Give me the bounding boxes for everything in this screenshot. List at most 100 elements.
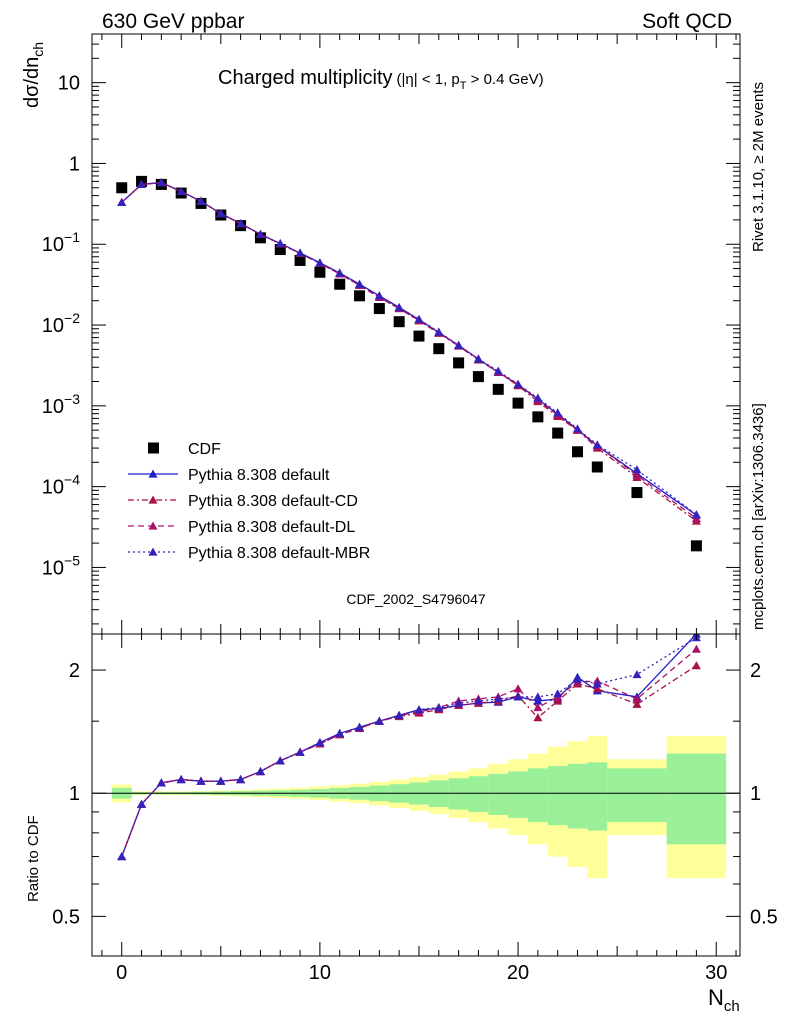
series-point-mbr [117,197,127,206]
series-point-mbr [434,327,444,336]
band-inner-bin [448,778,469,810]
cdf-data-point [413,330,425,342]
ratio-point-mbr [573,674,583,683]
cdf-data-point [314,266,326,278]
series-point-mbr [394,302,404,312]
y-axis-label-ratio: Ratio to CDF [25,815,42,902]
series-point-mbr [493,366,503,375]
cdf-data-point [116,182,128,194]
series-point-mbr [137,179,147,189]
main-y-tick-label: 10 [58,73,80,95]
ratio-panel: 0 10 20 30 2 2 1 1 0.5 0.5 [52,633,778,984]
y-axis-label-main: dσ/dnch [21,42,46,108]
series-line-cd [121,181,697,522]
ratio-y-tick-label-left: 0.5 [52,906,80,928]
cdf-data-point [354,290,366,302]
ratio-y-tick-label-left: 2 [69,660,80,682]
series-point-mbr [414,314,424,323]
rivet-version-text: Rivet 3.1.10, ≥ 2M events [750,82,767,252]
band-inner-bin [488,773,509,815]
ratio-point-mbr [275,756,285,765]
series-point-mbr [255,229,265,238]
ratio-plot-frame [91,633,741,957]
ratio-y-tick-label-right: 1 [750,783,761,805]
cdf-data-point [334,278,346,290]
series-point-mbr [335,268,345,277]
legend-marker-data [148,442,159,454]
x-tick-label: 0 [116,962,127,984]
mcplots-text: mcplots.cern.ch [arXiv:1306.3436] [750,403,767,630]
ratio-point-mbr [434,702,444,712]
x-tick-label: 30 [705,962,727,984]
legend-label: Pythia 8.308 default-MBR [188,545,370,562]
ratio-point-mbr [117,852,127,861]
series-line-mbr [121,181,697,516]
legend-label: Pythia 8.308 default [188,467,330,484]
uncertainty-band [111,735,727,879]
ratio-point-mbr [295,747,305,756]
ratio-point-dl [533,702,543,712]
legend-label: CDF [188,441,221,458]
cdf-data-point [572,446,584,458]
main-panel: Charged multiplicity (|η| < 1, pT > 0.4 G… [42,33,741,635]
ratio-point-dl [691,644,701,653]
series-point-mbr [691,510,701,519]
series-point-mbr [156,178,166,187]
cdf-data-point [453,357,465,369]
band-inner-bin [666,753,727,845]
band-inner-bin [607,768,667,823]
cdf-data-point [274,244,286,256]
series-point-mbr [355,279,365,288]
ratio-series [117,634,701,861]
ratio-y-tick-label-right: 2 [750,660,761,682]
ratio-point-mbr [493,694,503,703]
ratio-point-mbr [335,728,345,738]
band-inner-bin [587,762,608,831]
series-point-mbr [275,239,285,248]
ratio-point-mbr [315,738,325,747]
cdf-data-point [512,397,524,409]
band-inner-bin [547,766,568,826]
ratio-point-cd [632,699,642,708]
cdf-data-point [294,254,306,266]
series-point-mbr [632,465,642,474]
legend-marker-dl [148,521,158,530]
ratio-point-dl [632,694,642,703]
cdf-data-point [552,427,564,439]
cdf-data-point [591,461,603,473]
legend-label: Pythia 8.308 default-DL [188,519,355,536]
series-point-mbr [454,340,464,349]
series-point-mbr [473,354,483,363]
band-inner-bin [508,771,528,818]
main-y-tick-label: 10−3 [42,391,80,418]
series-point-mbr [553,408,563,417]
main-axis-ticks: 10 1 10−1 10−2 10−3 10−4 10−5 [42,33,740,634]
ratio-point-mbr [137,799,147,808]
ratio-point-mbr [414,705,424,714]
series-line-default [121,181,697,516]
series-point-mbr [374,291,384,300]
series-point-mbr [513,379,523,388]
header-right: Soft QCD [642,10,732,33]
x-tick-label: 20 [507,962,529,984]
cdf-data-point [472,371,484,383]
ratio-point-mbr [513,692,523,701]
ratio-point-mbr [176,775,186,784]
series-point-mbr [592,440,602,449]
cdf-data-point [393,316,405,328]
cdf-data-point [631,487,643,499]
ratio-point-dl [513,684,523,693]
series-point-mbr [216,209,226,218]
ratio-y-tick-label-right: 0.5 [750,906,778,928]
ratio-point-default [533,696,543,705]
x-axis-label: Nch [708,985,740,1015]
ratio-point-mbr [454,698,464,707]
x-tick-label: 10 [309,962,331,984]
series-point-mbr [176,186,186,196]
ratio-point-mbr [632,670,642,679]
legend-marker-cd [148,495,158,504]
main-y-tick-label: 10−1 [42,229,80,256]
ratio-point-mbr [196,776,206,785]
main-y-tick-label: 10−2 [42,310,80,337]
